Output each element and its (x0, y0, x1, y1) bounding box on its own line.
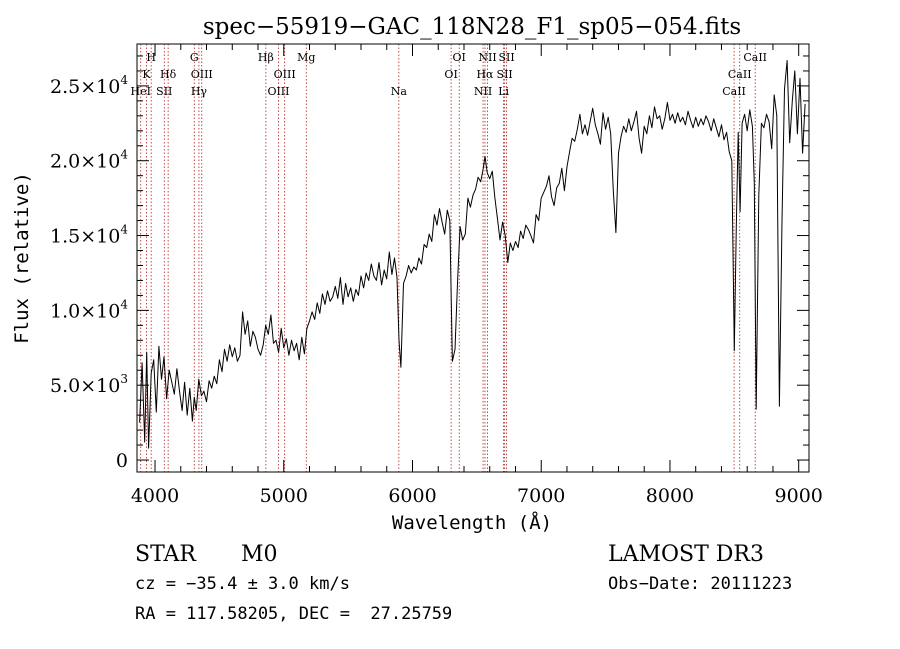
spectral-line-label: SII (498, 51, 514, 64)
y-tick-mantissa: 2.5×10 (50, 76, 120, 98)
spectral-line-label: OI (444, 68, 457, 81)
x-tick-label: 6000 (388, 485, 436, 507)
spectral-line-label: SII (156, 85, 172, 98)
y-tick-label: 2.0×104 (50, 148, 128, 173)
y-tick-label: 1.5×104 (50, 223, 128, 248)
y-tick-exponent: 4 (120, 73, 128, 87)
survey-name: LAMOST DR3 (608, 542, 764, 567)
y-tick-label: 5.0×103 (50, 372, 128, 397)
x-axis-label: Wavelength (Å) (392, 511, 552, 534)
y-tick-exponent: 4 (120, 297, 128, 311)
spectral-line-label: Mg (297, 51, 315, 64)
spectral-line-label: K (142, 68, 151, 81)
observation-date: Obs−Date: 20111223 (608, 574, 792, 594)
chart-title: spec−55919−GAC_118N28_F1_sp05−054.fits (203, 14, 741, 40)
spectral-line-label: SII (497, 68, 513, 81)
spectral-line-label: OIII (191, 68, 213, 81)
spectral-line-label: Hβ (258, 51, 274, 64)
x-tick-label: 9000 (775, 485, 823, 507)
spectral-line-markers (140, 44, 756, 472)
spectral-line-label: G (190, 51, 199, 64)
coordinates-readout: RA = 117.58205, DEC = 27.25759 (135, 604, 452, 624)
axis-ticks (137, 44, 809, 472)
redshift-readout: cz = −35.4 ± 3.0 km/s (135, 574, 350, 594)
spectral-line-label: Hδ (160, 68, 177, 81)
spectral-line-label: CaII (722, 85, 746, 98)
x-tick-label: 7000 (517, 485, 565, 507)
spectral-line-label: H (146, 51, 156, 64)
spectral-line-label: NII (474, 85, 492, 98)
y-tick-label: 2.5×104 (50, 73, 128, 98)
y-axis-label: Flux (relative) (11, 172, 33, 344)
y-tick-label: 0 (116, 450, 128, 472)
x-tick-label: 8000 (646, 485, 694, 507)
x-tick-label: 5000 (260, 485, 308, 507)
y-tick-exponent: 4 (120, 148, 128, 162)
spectral-line-label: Hγ (191, 85, 208, 98)
spectral-line-label: NII (478, 51, 496, 64)
spectral-line-label: OIII (267, 85, 289, 98)
y-tick-mantissa: 1.0×10 (50, 300, 120, 322)
y-tick-mantissa: 2.0×10 (50, 151, 120, 173)
y-tick-label: 1.0×104 (50, 297, 128, 322)
spectral-line-label: CaII (728, 68, 752, 81)
x-tick-label: 4000 (131, 485, 179, 507)
y-tick-mantissa: 1.5×10 (50, 226, 120, 248)
y-tick-exponent: 3 (120, 372, 128, 386)
plot-frame (136, 43, 810, 473)
spectral-line-label: OIII (274, 68, 296, 81)
spectrum-series (139, 60, 806, 449)
object-subclass: M0 (241, 542, 278, 567)
y-tick-mantissa: 5.0×10 (50, 375, 120, 397)
spectral-line-label: CaII (743, 51, 767, 64)
spectral-line-label: OI (453, 51, 466, 64)
y-tick-mantissa: 0 (116, 450, 128, 472)
spectral-line-label: Hα (476, 68, 494, 81)
spectrum-layer (139, 60, 806, 449)
spectral-line-label: Li (498, 85, 509, 98)
y-tick-exponent: 4 (120, 223, 128, 237)
spectral-line-label: HeI (131, 85, 151, 98)
object-class: STAR (135, 542, 197, 567)
x-tick-labels: 4000 5000 6000 7000 8000 9000 (131, 485, 823, 507)
spectral-line-label: Na (391, 85, 408, 98)
